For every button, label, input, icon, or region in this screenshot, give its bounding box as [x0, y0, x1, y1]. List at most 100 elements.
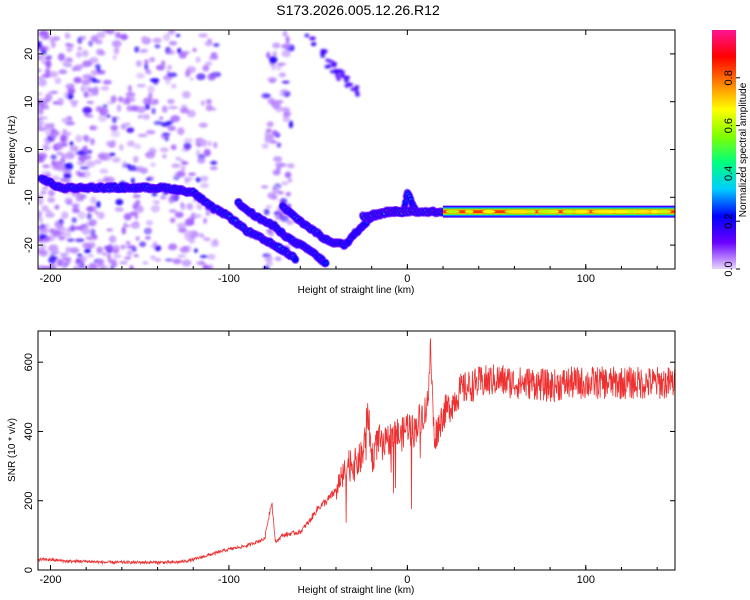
spectrogram-cell: [142, 261, 149, 265]
spectrogram-cell: [205, 98, 212, 105]
spectrogram-cell: [195, 56, 201, 63]
spectrogram-cell: [38, 118, 41, 123]
spectrogram-cell: [160, 122, 171, 127]
spectrogram-cell: [83, 91, 89, 98]
spectrogram-cell: [304, 33, 310, 38]
spectrogram-cell: [266, 121, 274, 128]
spectrogram-cell: [273, 156, 283, 163]
snr-panel: -200 -100 0 100 0 200 400 600 Height of straig…: [7, 330, 676, 596]
spectrogram-cell: [272, 42, 281, 49]
snr-x-tick-label: 0: [404, 574, 410, 586]
spectrogram-cell: [152, 200, 157, 204]
spectrogram-cell: [136, 84, 147, 88]
spectrogram-cell: [69, 247, 80, 254]
spectrogram-cell: [264, 131, 272, 139]
spectrogram-cell: [135, 236, 140, 242]
spectrogram-cell: [279, 91, 285, 97]
spectrogram-cell: [280, 181, 289, 186]
spectrogram-cell: [145, 219, 154, 226]
spectrogram-cell: [199, 254, 209, 259]
spectrogram-cell: [343, 78, 349, 83]
spectrogram-cell: [207, 38, 213, 43]
colorbar-tick-label: 0.6: [723, 118, 735, 133]
spectrogram-cell: [116, 104, 122, 112]
spectrogram-cell: [207, 253, 216, 260]
spectrogram-cell: [354, 84, 360, 89]
spectrogram-cell: [47, 197, 56, 203]
spectrogram-cell: [562, 210, 577, 214]
spectrogram-cell: [63, 91, 68, 99]
spectrogram-cell: [61, 263, 67, 269]
spectrogram-cell: [176, 222, 187, 229]
spectrogram-cell: [293, 258, 298, 262]
spectrogram-cell: [113, 254, 122, 259]
spectrogram-cell: [54, 77, 62, 85]
spectrogram-cell: [106, 228, 114, 232]
spectrogram-cell: [109, 152, 116, 157]
spectrogram-cell: [112, 249, 119, 254]
spectrogram-cell: [99, 168, 109, 174]
spectrogram-cell: [75, 150, 84, 156]
spectrogram-cell: [167, 244, 178, 251]
spectrogram-cell: [182, 91, 191, 99]
spectrogram-cell: [44, 93, 53, 102]
spectrogram-cell: [132, 202, 139, 210]
spectrogram-cell: [48, 263, 57, 269]
spectrogram-cell: [38, 225, 45, 229]
snr-y-tick-label: 400: [23, 422, 35, 440]
spectrogram-cell: [178, 227, 187, 233]
spectrogram-cell: [262, 93, 271, 99]
spectrogram-cell: [65, 121, 76, 126]
spectrogram-cell: [184, 218, 194, 226]
spectrogram-cell: [58, 69, 68, 75]
spectrogram-cell: [272, 50, 278, 57]
spectrogram-cell: [135, 60, 142, 67]
spectrogram-cell: [139, 241, 147, 248]
spectrogram-cell: [164, 258, 174, 262]
spectrogram-cell: [126, 140, 136, 147]
spectrogram-cell: [284, 171, 292, 179]
spectrogram-cell: [108, 235, 117, 244]
spectrogram-cell: [44, 56, 52, 61]
spectrogram-cell: [88, 93, 93, 97]
spectrogram-cell: [311, 41, 317, 46]
spectrogram-cell: [107, 243, 113, 250]
spectrogram-cell: [482, 210, 496, 214]
spectrogram-cell: [71, 217, 77, 223]
snr-y-tick-label: 600: [23, 353, 35, 371]
spectrogram-cell: [85, 149, 93, 154]
spectrogram-cell: [287, 178, 293, 183]
spectrogram-cell: [147, 227, 152, 233]
spectrogram-cell: [48, 70, 59, 78]
spectrogram-cell: [192, 47, 197, 53]
spectrogram-cell: [355, 92, 361, 97]
spectrogram-cell: [88, 219, 97, 227]
spectrogram-cell: [149, 57, 156, 63]
spectrogram-cell: [78, 264, 84, 269]
spectrogram-cell: [160, 60, 166, 67]
spectrogram-cell: [66, 45, 73, 53]
spectrogram-cell: [188, 172, 196, 176]
spectrogram-cell: [66, 257, 71, 265]
spectrogram-cell: [44, 122, 53, 130]
colorbar-tick-label: 0.0: [723, 261, 735, 276]
spectrogram-cell: [38, 68, 42, 73]
spectrogram-cell: [193, 248, 198, 253]
snr-x-tick-label: 100: [577, 574, 595, 586]
spectrogram-cell: [286, 163, 295, 169]
spectrogram-cell: [132, 105, 139, 110]
spectrogram-cell: [200, 182, 209, 189]
spectrogram-cell: [152, 37, 162, 44]
spectrogram-cell: [72, 206, 78, 213]
spectrogram-cell: [57, 53, 66, 61]
spectrogram-cell: [71, 203, 80, 209]
spectrogram-cell: [89, 56, 99, 64]
spectrogram-cell: [271, 130, 278, 136]
spectrogram-cell: [133, 254, 139, 258]
spectrogram-cell: [42, 145, 51, 151]
spectrogram-cell: [105, 140, 115, 147]
spectrogram-cell: [110, 130, 121, 138]
spectrogram-cell: [269, 56, 278, 64]
spectrogram-cell: [60, 134, 67, 143]
spectrogram-cell: [69, 145, 79, 152]
